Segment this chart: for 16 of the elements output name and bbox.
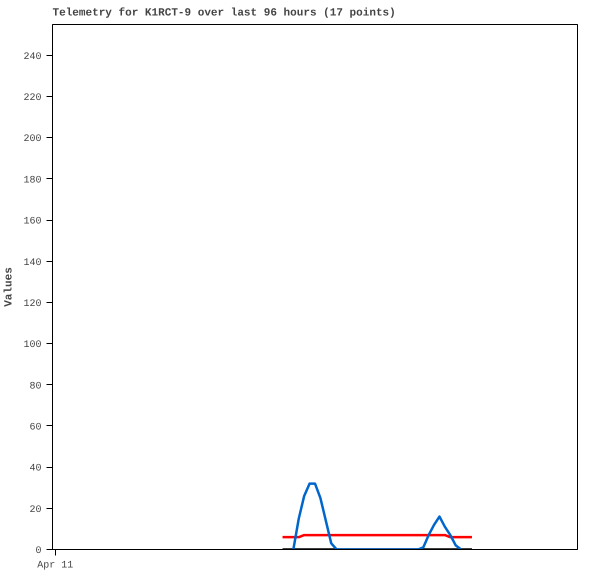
y-tick-label: 240 (23, 52, 42, 63)
y-tick-label: 140 (23, 258, 42, 269)
y-tick-label: 100 (23, 340, 42, 352)
y-tick-label: 200 (23, 134, 42, 146)
y-tick-label: 120 (23, 298, 42, 310)
y-tick-label: 180 (23, 175, 42, 186)
y-tick-label: 220 (23, 93, 42, 104)
x-tick-label: Apr 11 (37, 560, 74, 572)
y-tick-label: 60 (30, 422, 42, 434)
y-tick-label: 160 (23, 216, 42, 228)
y-tick-label: 80 (30, 381, 42, 392)
y-tick-label: 20 (30, 504, 42, 516)
y-tick-label: 0 (36, 546, 42, 557)
y-tick-label: 40 (30, 464, 42, 475)
chart-title: Telemetry for K1RCT-9 over last 96 hours (17 points) (52, 6, 396, 20)
y-axis-title: Values (3, 267, 16, 307)
